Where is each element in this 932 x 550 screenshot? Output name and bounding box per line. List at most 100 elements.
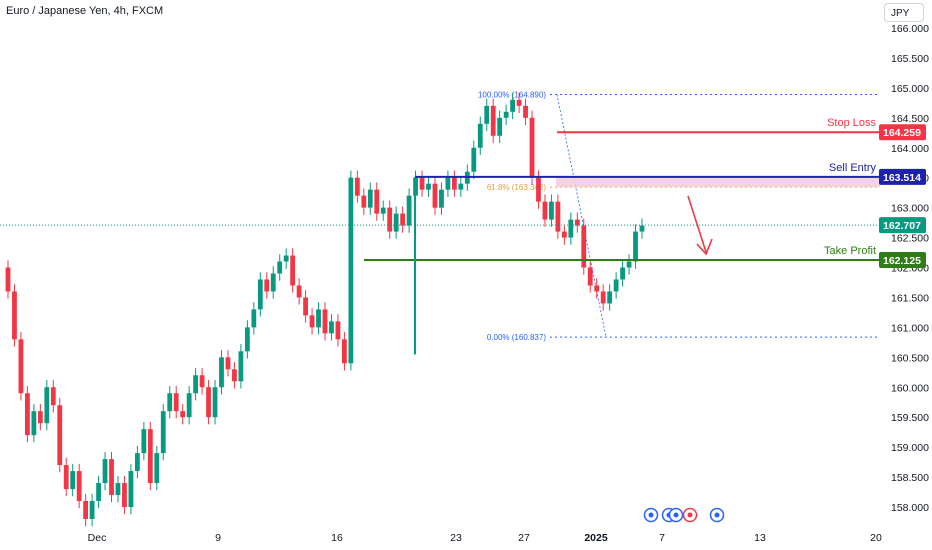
candle-body <box>115 483 121 496</box>
candle-body <box>568 219 574 238</box>
price-tick-label: 159.500 <box>891 412 929 424</box>
time-tick-label: Dec <box>88 532 107 544</box>
candle-body <box>316 309 321 328</box>
price-tick-label: 160.000 <box>891 382 929 394</box>
price-tags: 164.259 163.514 162.125 162.707 <box>879 124 926 269</box>
candle-body <box>555 201 561 232</box>
candle-body <box>354 177 360 196</box>
candle-body <box>128 471 134 507</box>
candle-body <box>244 327 250 352</box>
time-tick-label: 13 <box>754 532 766 544</box>
price-tag-box <box>879 252 926 269</box>
candle-body <box>25 393 30 436</box>
price-tag-label: 164.259 <box>883 127 921 139</box>
candle-body <box>542 201 548 220</box>
candle-body <box>199 375 205 388</box>
candle-body <box>44 387 50 424</box>
candle-body <box>283 255 289 262</box>
candle-body <box>529 117 535 178</box>
candle-body <box>225 357 231 370</box>
candle-body <box>147 429 153 484</box>
economic-event-dot <box>687 512 693 518</box>
price-tick-label: 165.000 <box>891 83 929 95</box>
candle-body <box>348 177 354 364</box>
fibonacci-retracement: 100.00% (164.890)61.8% (163.342)0.00% (1… <box>478 90 880 342</box>
candle-body <box>141 429 147 454</box>
candle-body <box>439 189 444 208</box>
event-icons <box>643 507 725 523</box>
candle-body <box>400 213 406 226</box>
candle-body <box>510 99 516 112</box>
price-tick-label: 159.000 <box>891 442 929 454</box>
price-tick-label: 164.000 <box>891 143 929 155</box>
candle-body <box>37 411 43 424</box>
candle-body <box>607 291 613 304</box>
candle-body <box>503 111 509 118</box>
price-tick-label: 160.500 <box>891 352 929 364</box>
time-tick-label: 9 <box>215 532 221 544</box>
candle-body <box>12 291 17 340</box>
fib-level-label: 0.00% (160.837) <box>487 333 546 342</box>
price-tag-label: 163.514 <box>883 172 921 184</box>
candle-body <box>639 225 645 232</box>
time-axis: Dec 9 16 23 27 2025 7 13 20 <box>88 532 882 544</box>
candle-body <box>219 357 224 388</box>
candle-body <box>477 123 483 148</box>
time-tick-label: 27 <box>518 532 530 544</box>
candle-body <box>600 291 606 304</box>
candle-body <box>122 483 127 507</box>
price-tick-label: 158.500 <box>891 472 929 484</box>
candle-body <box>497 117 503 136</box>
candle-body <box>180 411 186 418</box>
candle-body <box>251 309 257 328</box>
candle-body <box>549 201 554 220</box>
down-arrow-icon <box>687 195 713 256</box>
candle-body <box>296 285 302 298</box>
price-tag-box <box>879 217 926 234</box>
candle-body <box>322 309 328 334</box>
candle-body <box>445 177 451 190</box>
economic-event-dot <box>673 512 679 518</box>
candle-body <box>167 393 173 412</box>
candle-body <box>374 189 380 214</box>
candle-body <box>50 387 56 406</box>
candle-body <box>574 219 580 226</box>
level-label: Take Profit <box>824 245 876 257</box>
candle-body <box>270 273 276 292</box>
candle-body <box>18 339 24 394</box>
price-tick-label: 158.000 <box>891 502 929 514</box>
chart-title: Euro / Japanese Yen, 4h, FXCM <box>6 5 164 17</box>
candle-body <box>523 105 528 118</box>
economic-event-dot <box>714 512 720 518</box>
candle-body <box>633 231 638 262</box>
candle-body <box>484 105 490 124</box>
candle-body <box>160 411 166 454</box>
candle-body <box>238 351 244 382</box>
candle-body <box>309 315 315 328</box>
candle-body <box>264 279 270 292</box>
price-tick-label: 165.500 <box>891 53 929 65</box>
price-tick-label: 161.500 <box>891 292 929 304</box>
candle-body <box>173 393 179 412</box>
candle-body <box>613 279 619 292</box>
candle-body <box>581 225 587 268</box>
currency-button[interactable]: JPY <box>884 3 924 22</box>
candle-body <box>57 405 63 466</box>
candle-body <box>193 375 199 394</box>
candle-body <box>212 387 218 418</box>
candle-body <box>96 483 101 502</box>
candle-body <box>290 255 296 286</box>
candle-body <box>387 207 393 232</box>
sell-zone <box>556 176 880 188</box>
candle-body <box>5 267 11 292</box>
candle-body <box>419 177 425 190</box>
candle-body <box>626 261 632 268</box>
candle-body <box>70 471 76 490</box>
price-tick-label: 164.500 <box>891 113 929 125</box>
price-axis: 166.000165.500165.000164.500164.000163.5… <box>891 23 929 514</box>
candle-body <box>561 231 567 238</box>
price-tag-label: 162.125 <box>883 255 921 267</box>
economic-event-dot <box>648 512 654 518</box>
candle-body <box>76 471 82 502</box>
